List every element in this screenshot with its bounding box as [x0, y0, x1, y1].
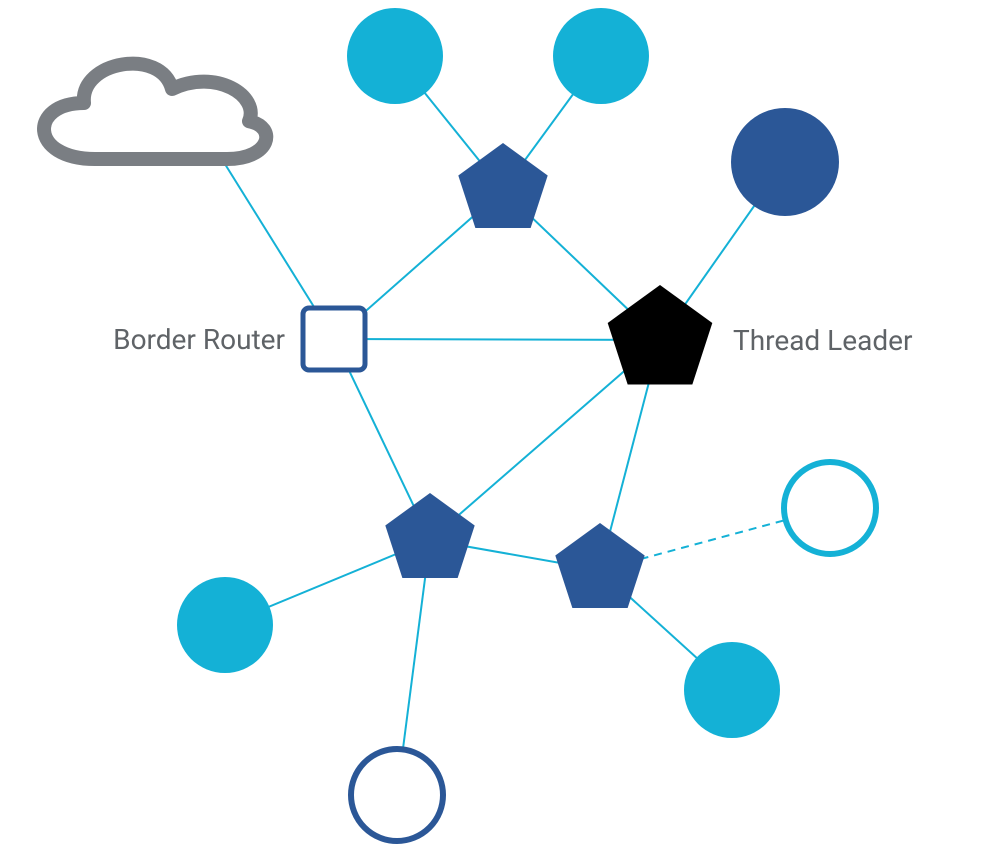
- sleepy-device-c_outline_b: [351, 749, 443, 841]
- thread-leader-label: Thread Leader: [733, 324, 913, 357]
- router-node-router_br: [555, 523, 644, 608]
- router-node-router_bl: [385, 493, 474, 578]
- end-device-c_top_left: [347, 8, 443, 104]
- cloud-icon: [44, 64, 266, 159]
- border-router-node: [303, 308, 365, 370]
- network-diagram: Border Router Thread Leader: [0, 0, 996, 852]
- end-device-c_cyan_bl: [177, 577, 273, 673]
- router-node-router_top: [458, 143, 547, 228]
- end-device-c_top_right: [553, 8, 649, 104]
- thread-leader-node: [608, 285, 713, 385]
- border-router-label: Border Router: [113, 323, 285, 356]
- sleepy-device-c_outline_r: [784, 462, 876, 554]
- end-device-c_navy: [731, 108, 839, 216]
- nodes-layer: [44, 8, 876, 841]
- edge-border_router-thread_leader: [334, 339, 660, 340]
- end-device-c_cyan_br: [684, 642, 780, 738]
